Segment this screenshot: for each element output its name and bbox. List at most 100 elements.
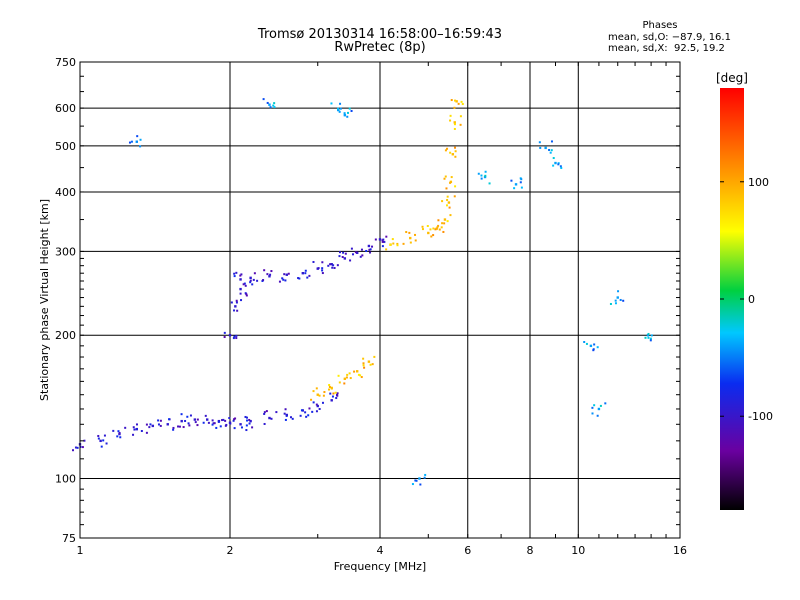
echo-point (453, 195, 456, 198)
echo-point (336, 394, 339, 397)
echo-point (244, 415, 247, 418)
echo-point (249, 276, 252, 280)
x-tick-label: 4 (377, 544, 384, 557)
x-tick-label: 6 (464, 544, 471, 557)
echo-point (268, 103, 271, 106)
echo-point (349, 377, 352, 380)
echo-point (323, 391, 326, 394)
echo-point (427, 231, 430, 235)
echo-point (589, 344, 593, 348)
echo-point (614, 302, 617, 305)
echo-point (239, 278, 242, 281)
echo-point (135, 423, 138, 426)
echo-point (219, 425, 222, 428)
echo-point (332, 392, 335, 395)
echo-point (330, 399, 333, 402)
echo-point (330, 102, 333, 105)
echo-point (347, 111, 350, 114)
echo-point (262, 98, 265, 101)
echo-point (443, 222, 446, 225)
echo-point (188, 424, 191, 427)
echo-point (513, 187, 516, 190)
echo-point (222, 418, 225, 421)
echo-point (457, 102, 460, 105)
echo-point (647, 332, 650, 335)
echo-point (484, 170, 487, 173)
echo-point (284, 418, 287, 421)
echo-point (270, 270, 273, 273)
echo-point (414, 233, 417, 236)
echo-point (233, 275, 236, 278)
echo-point (312, 260, 315, 263)
echo-point (339, 107, 342, 110)
echo-point (337, 107, 340, 110)
colorbar-ticks: 100 0 -100 (720, 176, 773, 423)
echo-point (360, 248, 363, 251)
echo-point (285, 414, 288, 417)
echo-point (83, 439, 86, 442)
echo-point (285, 273, 288, 276)
echo-point (453, 127, 456, 130)
colorbar-tick-label: 0 (748, 293, 755, 306)
echo-point (552, 157, 555, 160)
echo-point (583, 341, 586, 344)
echo-point (245, 416, 248, 419)
echo-point (520, 178, 523, 181)
echo-point (385, 248, 388, 251)
echo-point (151, 424, 155, 428)
echo-point (184, 419, 187, 422)
echo-point (649, 339, 652, 342)
echo-point (338, 381, 341, 384)
echo-point (343, 112, 346, 115)
echo-point (318, 394, 321, 397)
echo-point (281, 277, 284, 280)
echo-point (145, 423, 148, 426)
echo-point (262, 279, 265, 282)
echo-point (381, 240, 384, 243)
echo-point (235, 301, 238, 304)
echo-point (373, 355, 376, 358)
y-tick-label: 600 (55, 102, 76, 115)
echo-point (297, 277, 300, 280)
echo-point (444, 149, 447, 152)
echo-point (268, 275, 271, 278)
echo-point (239, 274, 242, 277)
echo-point (321, 272, 324, 275)
echo-point (266, 101, 269, 104)
echo-point (251, 283, 254, 286)
echo-point (348, 372, 351, 375)
echo-point (148, 426, 151, 429)
echo-point (349, 259, 352, 262)
echo-point (371, 363, 374, 366)
echo-point (592, 349, 595, 352)
echo-point (249, 279, 252, 282)
echo-point (520, 186, 523, 189)
echo-point (253, 272, 256, 275)
echo-point (301, 272, 305, 275)
echo-point (343, 382, 346, 385)
x-tick-label: 8 (527, 544, 534, 557)
echo-point (647, 336, 650, 339)
echo-point (552, 164, 555, 167)
echo-point (331, 395, 334, 398)
echo-point (300, 409, 303, 412)
echo-point (510, 179, 513, 182)
echo-point (329, 392, 332, 395)
echo-point (159, 419, 162, 422)
echo-point (223, 336, 226, 339)
echo-point (284, 279, 287, 282)
echo-point (585, 342, 588, 345)
echo-point (343, 257, 347, 260)
echo-point (316, 393, 319, 396)
y-tick-label: 75 (62, 532, 76, 545)
echo-point (135, 140, 138, 143)
echo-point (447, 201, 451, 204)
echo-point (354, 251, 357, 254)
echo-point (329, 263, 332, 266)
echo-point (239, 423, 242, 426)
echo-point (240, 299, 243, 302)
echo-point (72, 449, 75, 452)
echo-point (251, 426, 254, 429)
echo-point (233, 272, 236, 275)
echo-points (72, 98, 653, 486)
